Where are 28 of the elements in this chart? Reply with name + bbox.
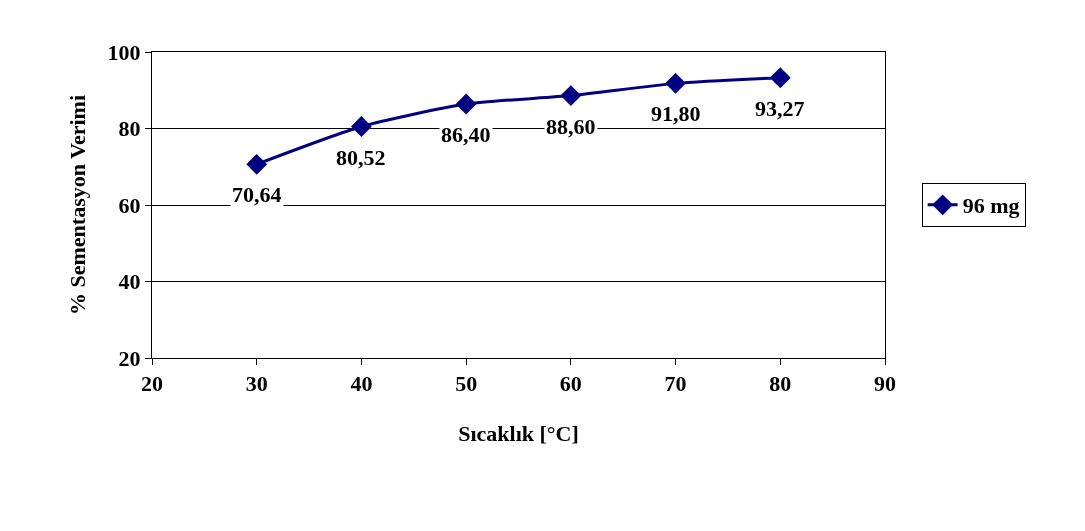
y-tick-label: 60 [118,192,141,218]
point [246,153,268,175]
y-tick-label: 80 [118,116,141,142]
legend-label: 96 mg [962,193,1020,219]
y-tick-label: 40 [118,269,141,295]
data-label: 91,80 [651,101,701,126]
point [455,93,477,115]
x-tick-label: 20 [141,371,163,397]
point [665,72,686,94]
data-label: 93,27 [755,96,805,121]
y-axis-title: % Sementasyon Verimi [65,95,91,315]
x-tick-label: 50 [455,371,478,397]
data-label: 86,40 [441,122,491,147]
x-tick-label: 40 [350,371,373,397]
point [560,85,582,107]
x-tick-label: 80 [769,371,792,397]
x-tick-label: 90 [874,371,896,397]
point [769,67,791,89]
y-tick-label: 20 [118,345,141,371]
data-label: 70,64 [232,182,282,207]
data-label: 88,60 [546,114,596,139]
x-tick-label: 70 [664,371,687,397]
point [351,116,372,137]
x-tick-label: 60 [559,371,582,397]
y-tick-label: 100 [107,39,141,65]
data-label: 80,52 [336,145,386,170]
x-axis-title: Sıcaklık [°C] [458,421,579,447]
x-tick-label: 30 [245,371,268,397]
